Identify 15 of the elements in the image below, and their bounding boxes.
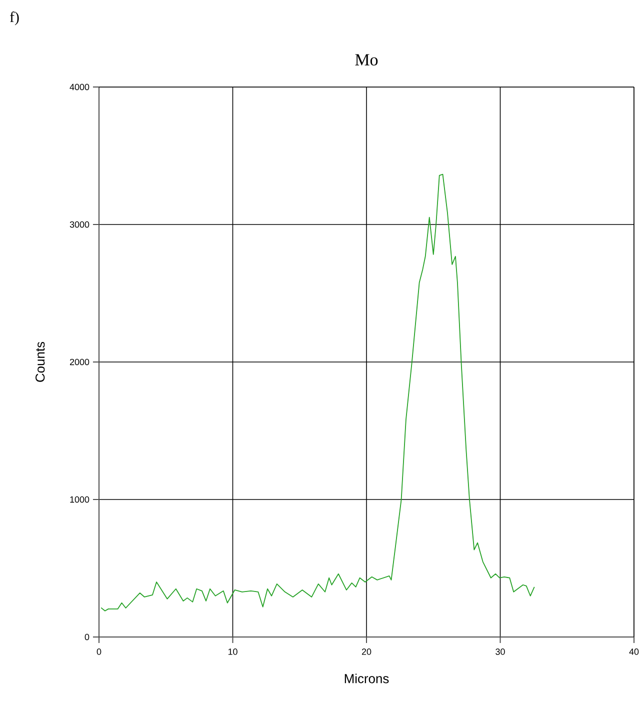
y-tick-label: 3000 xyxy=(70,221,90,228)
y-tick-label: 0 xyxy=(84,634,90,640)
chart-title: Mo xyxy=(355,54,378,66)
y-tick-label: 2000 xyxy=(70,358,90,366)
x-tick-label: 0 xyxy=(96,648,102,655)
x-tick-label: 10 xyxy=(228,648,238,655)
line-series xyxy=(100,174,535,612)
y-axis-title: Counts xyxy=(36,342,45,382)
x-tick-label: 40 xyxy=(629,648,639,655)
y-tick-label: 4000 xyxy=(70,84,90,90)
text: f) xyxy=(10,12,19,26)
x-tick-label: 30 xyxy=(496,648,505,655)
x-tick-label: 20 xyxy=(362,648,372,655)
y-tick-label: 1000 xyxy=(70,496,90,503)
x-axis-title: Microns xyxy=(344,674,389,684)
